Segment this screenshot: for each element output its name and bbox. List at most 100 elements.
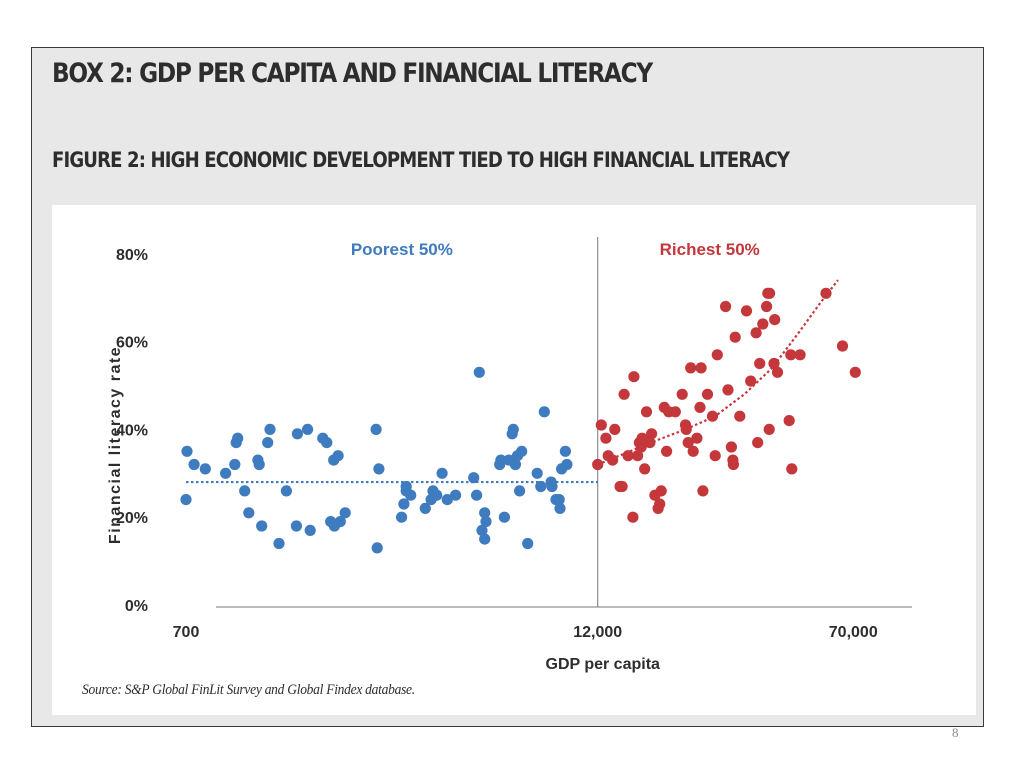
richest-data-point [695,362,707,374]
poorest-data-point [498,511,510,523]
poorest-data-point [199,463,211,475]
richest-data-point [618,388,630,400]
richest-data-point [785,349,797,361]
richest-data-point [639,463,651,475]
poorest-data-point [188,458,200,471]
richest-data-point [763,423,775,435]
richest-data-point [632,450,644,462]
y-tick-label: 80% [116,247,148,264]
trend-layer [186,279,839,484]
label-layer: 0% 20% 40% 60% 80% 700 12,000 70,000 GDP per cap… [107,240,878,673]
poorest-data-point [561,458,573,471]
poorest-data-point [304,524,316,536]
poorest-data-point [253,458,265,471]
richest-data-point [640,406,653,418]
richest-data-point [764,287,776,299]
richest-data-point [720,300,732,313]
richest-data-point [734,410,746,422]
y-tick-label: 0% [125,598,148,615]
richest-trend-line [597,279,839,466]
poorest-data-point [479,507,491,519]
poorest-data-point [243,507,255,519]
poorest-data-point [373,463,385,475]
richest-data-point [745,375,757,387]
x-tick-label: 70,000 [829,624,878,641]
poorest-data-point [262,437,274,449]
poorest-data-point [321,437,333,449]
poorest-data-point [431,489,443,501]
poorest-data-point [436,467,448,479]
richest-data-point [722,384,734,396]
richest-data-point [768,357,780,370]
poorest-data-point [479,533,491,545]
y-tick-label: 40% [116,422,148,439]
richest-data-point [709,450,721,462]
poorest-data-point [396,511,408,523]
richest-data-point [627,511,639,523]
richest-data-point [607,454,619,466]
y-axis-title: Financial literacy rate [107,346,124,544]
poorest-data-point [516,445,528,457]
richest-data-point [706,410,719,422]
poorest-data-point [450,489,462,501]
richest-data-point [600,432,612,444]
richest-data-point [680,423,692,435]
richest-data-point [669,406,681,418]
box-panel: BOX 2: GDP PER CAPITA AND FINANCIAL LITE… [32,48,983,726]
y-tick-label: 60% [116,335,148,352]
richest-data-point [644,437,656,449]
richest-data-point [761,300,773,313]
scatter-chart: 0% 20% 40% 60% 80% 700 12,000 70,000 GDP per cap… [107,237,912,673]
richest-group-label: Richest 50% [660,240,760,259]
richest-data-point [740,305,753,317]
points-layer [180,287,861,554]
richest-data-point [622,450,634,462]
richest-data-point [820,287,832,299]
richest-data-point [687,445,699,457]
richest-data-point [754,357,766,370]
poorest-data-point [419,502,431,514]
poorest-data-point [291,428,303,440]
poorest-data-point [398,498,410,510]
box-title: BOX 2: GDP PER CAPITA AND FINANCIAL LITE… [52,58,653,89]
richest-data-point [697,485,709,497]
richest-data-point [685,362,697,374]
poorest-data-point [441,494,453,506]
chart-card: 0% 20% 40% 60% 80% 700 12,000 70,000 GDP per cap… [52,205,976,715]
poorest-data-point [531,467,543,479]
poorest-data-point [509,458,521,471]
richest-data-point [725,441,738,453]
richest-data-point [836,340,849,352]
richest-data-point [609,423,621,435]
figure-title: FIGURE 2: HIGH ECONOMIC DEVELOPMENT TIED… [52,148,790,172]
poorest-data-point [535,480,547,493]
richest-data-point [711,349,723,361]
poorest-data-point [339,507,351,519]
poorest-data-point [180,494,192,506]
richest-data-point [771,366,784,378]
richest-data-point [727,458,740,471]
richest-data-point [769,314,781,326]
poorest-data-point [264,423,276,435]
poorest-data-point [405,489,417,501]
poorest-data-point [476,524,488,536]
richest-data-point [729,331,741,343]
poorest-data-point [220,467,232,479]
richest-data-point [595,419,607,431]
poorest-data-point [232,432,244,444]
poorest-data-point [514,485,526,497]
richest-data-point [661,445,673,457]
richest-data-point [752,437,764,449]
poorest-data-point [480,516,492,528]
richest-data-point [849,366,861,378]
poorest-data-point [473,366,485,378]
slide-frame: BOX 2: GDP PER CAPITA AND FINANCIAL LITE… [31,47,984,727]
richest-data-point [694,401,706,413]
grid-layer [216,237,912,608]
richest-data-point [676,388,688,400]
richest-data-point [783,415,795,427]
poorest-data-point [538,406,550,418]
richest-data-point [646,428,658,440]
richest-data-point [628,371,640,383]
richest-data-point [654,498,666,510]
